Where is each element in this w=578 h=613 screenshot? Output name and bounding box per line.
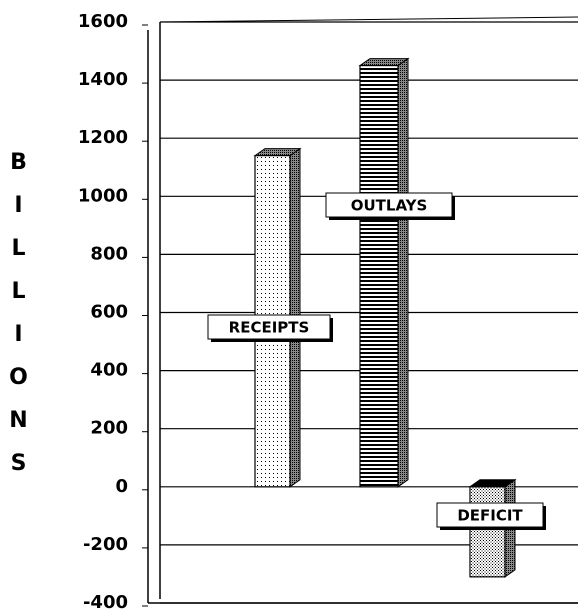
bar-label: RECEIPTS	[207, 314, 333, 342]
y-tick-label: 0	[115, 476, 128, 497]
label-box	[207, 314, 331, 340]
y-tick-label: 1000	[78, 185, 128, 206]
frame	[159, 16, 578, 23]
category-label: DEFICIT	[457, 507, 523, 525]
category-label: OUTLAYS	[351, 197, 428, 215]
y-tick-label: 200	[90, 418, 128, 439]
y-tick-label: 800	[90, 243, 128, 264]
y-tick-label: 400	[90, 360, 128, 381]
label-box	[325, 192, 453, 218]
y-tick-label: 1600	[78, 11, 128, 32]
bar-side	[397, 57, 409, 488]
y-tick-label: 1200	[78, 127, 128, 148]
category-label: RECEIPTS	[229, 319, 310, 337]
bar-label: DEFICIT	[436, 502, 546, 530]
bar-label: OUTLAYS	[325, 192, 455, 220]
bar	[359, 64, 399, 488]
bar	[469, 486, 506, 578]
y-tick-label: -400	[83, 592, 128, 613]
y-tick-label: -200	[83, 534, 128, 555]
y-axis-label: BILLIONS	[6, 150, 31, 494]
y-tick-label: 1400	[78, 69, 128, 90]
y-tick-label: 600	[90, 302, 128, 323]
label-box	[436, 502, 544, 528]
